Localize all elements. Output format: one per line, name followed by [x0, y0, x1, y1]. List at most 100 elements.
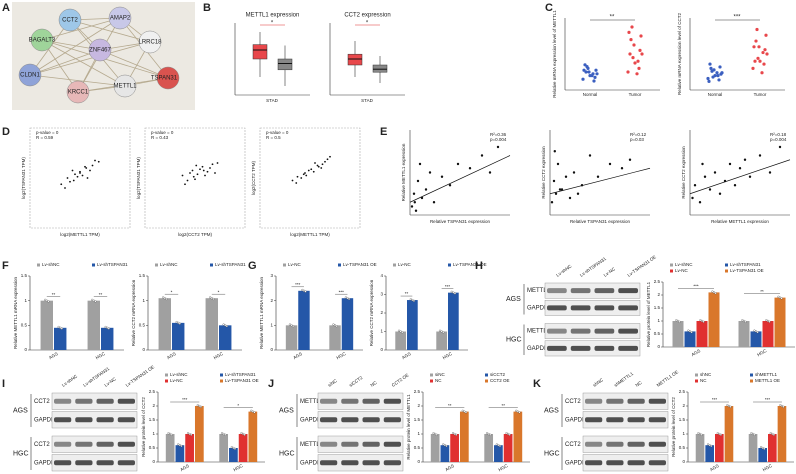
- y-tick-label: 2.5: [679, 389, 686, 394]
- y-tick-label: 1: [417, 431, 420, 436]
- dot: [627, 30, 631, 34]
- blot-strip: [582, 435, 669, 453]
- replicate: [224, 324, 227, 327]
- sig: ***: [712, 397, 718, 402]
- point: [413, 201, 416, 204]
- annotation: R²=0.18: [770, 132, 787, 137]
- annotation: p-value = 0: [151, 130, 174, 135]
- x-tick-label: AGS: [444, 463, 455, 472]
- point: [216, 162, 219, 164]
- replicate: [107, 327, 110, 330]
- band: [594, 328, 615, 334]
- replicate: [712, 291, 716, 294]
- band: [585, 398, 603, 404]
- x-tick-label: HGC: [213, 351, 225, 361]
- point: [693, 184, 697, 187]
- dot: [717, 78, 721, 82]
- y-tick-label: 2: [270, 298, 273, 303]
- dot: [593, 75, 597, 79]
- network-node: [108, 6, 132, 30]
- point: [556, 162, 560, 166]
- replicate: [741, 319, 744, 322]
- point: [189, 172, 191, 174]
- replicate: [486, 432, 489, 435]
- network-edge: [41, 17, 121, 41]
- replicate: [435, 433, 438, 436]
- x-tick-label: HGC: [498, 463, 510, 473]
- point: [748, 175, 752, 178]
- point: [305, 174, 308, 177]
- annotation: R = 0.43: [151, 135, 169, 140]
- replicate: [60, 327, 63, 330]
- annotation: p=0.004: [770, 137, 787, 142]
- y-tick-label: 0: [682, 459, 685, 464]
- dot: [592, 79, 596, 83]
- legend-swatch: [338, 263, 341, 267]
- y-tick-label: 1.5: [21, 273, 28, 278]
- replicate: [697, 432, 700, 435]
- band: [570, 288, 591, 294]
- panel-label: D: [2, 126, 10, 138]
- band: [117, 398, 135, 404]
- band: [75, 398, 93, 404]
- replicate: [453, 292, 457, 295]
- bar: [684, 331, 696, 347]
- x-tick-label: Normal: [583, 92, 598, 97]
- fit-line: [549, 167, 651, 195]
- legend-swatch: [725, 263, 728, 267]
- plot-frame: [259, 127, 361, 229]
- band: [96, 417, 114, 423]
- replicate: [45, 299, 48, 302]
- point: [424, 188, 428, 191]
- dot: [755, 27, 759, 32]
- x-tick-label: HGC: [762, 463, 774, 473]
- x-tick-label: Tumor: [629, 92, 642, 97]
- replicate: [453, 432, 456, 436]
- legend-swatch: [220, 373, 223, 377]
- band: [570, 328, 591, 334]
- dot: [629, 38, 633, 42]
- dot: [595, 72, 599, 76]
- row-label: METTL1: [527, 329, 551, 335]
- point: [588, 154, 592, 157]
- dot: [751, 66, 755, 70]
- replicate: [769, 432, 772, 435]
- node-label: AMAP2: [110, 16, 131, 22]
- replicate: [232, 446, 235, 450]
- node-label: BAGALT3: [29, 38, 56, 44]
- replicate: [177, 321, 180, 324]
- point: [576, 192, 580, 195]
- replicate: [678, 320, 681, 323]
- replicate: [57, 325, 60, 329]
- band: [75, 417, 93, 423]
- group-label: AGS: [506, 296, 521, 303]
- x-tick-label: HGC: [756, 348, 768, 358]
- dot: [632, 43, 636, 47]
- legend-label: METTL1 OE: [755, 378, 780, 383]
- y-tick-label: 2: [417, 403, 420, 408]
- point: [416, 179, 420, 183]
- blot-strip: [582, 411, 669, 429]
- band: [648, 441, 666, 447]
- band: [54, 398, 72, 404]
- replicate: [753, 433, 756, 436]
- panel-label: G: [248, 260, 257, 272]
- point: [428, 171, 432, 174]
- replicate: [518, 411, 521, 414]
- y-tick-label: 2: [380, 310, 383, 315]
- replicate: [442, 331, 445, 334]
- y-tick-label: 0.5: [139, 323, 146, 328]
- y-label: Relative protein level of CCT2: [141, 397, 146, 457]
- legend-label: siCCT2: [490, 372, 505, 377]
- legend-swatch: [750, 373, 753, 377]
- band: [75, 441, 93, 447]
- row-label: GAPDH: [34, 460, 55, 466]
- band: [618, 305, 638, 311]
- point: [184, 183, 186, 186]
- dot: [630, 25, 634, 29]
- band: [606, 398, 624, 404]
- lane-label: METTL1 OE: [656, 369, 679, 387]
- legend-swatch: [430, 373, 433, 377]
- panel-label: E: [380, 126, 387, 138]
- dot: [709, 66, 713, 70]
